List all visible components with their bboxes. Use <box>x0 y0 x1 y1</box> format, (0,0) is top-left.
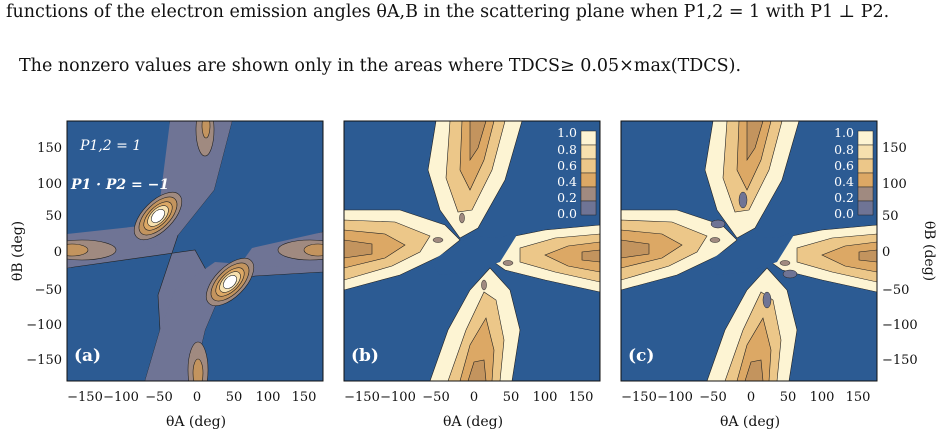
panel-c-contours <box>621 121 877 381</box>
panel-b-cbar-tick: 1.0 <box>557 125 577 140</box>
panel-c-frame <box>620 120 878 382</box>
panel-c-x-axis-label: θA (deg) <box>720 414 780 430</box>
x-tick-label: 50 <box>503 390 520 405</box>
panel-c-x-ticks: −150 −100 −50 0 50 100 150 <box>621 390 870 405</box>
x-tick-label: −50 <box>699 390 726 405</box>
panel-c-cbar-tick: 0.0 <box>834 206 854 221</box>
y-tick-label: −150 <box>26 353 62 368</box>
panel-b-label: (b) <box>351 346 379 366</box>
right-y-ticks: 150 100 50 0 −50 −100 −150 <box>882 141 918 368</box>
panel-a-label: (a) <box>74 346 101 366</box>
panel-c-cbar-tick: 0.4 <box>834 174 854 189</box>
panel-b-cbar-tick: 0.2 <box>557 190 577 205</box>
x-tick-label: 100 <box>810 390 835 405</box>
y-tick-label: 50 <box>882 209 899 224</box>
panel-a-inset-line-1: P1,2 = 1 <box>79 138 141 154</box>
panel-c-cbar-tick: 0.2 <box>834 190 854 205</box>
panel-c-cbar-tick: 0.6 <box>834 158 854 173</box>
x-tick-label: −50 <box>422 390 449 405</box>
x-tick-label: 150 <box>292 390 317 405</box>
y-tick-label: 150 <box>37 141 62 156</box>
panel-a-x-ticks: −150 −100 −50 0 50 100 150 <box>67 390 316 405</box>
y-tick-label: −100 <box>882 318 918 333</box>
x-tick-label: −100 <box>103 390 139 405</box>
y-tick-label: −100 <box>26 318 62 333</box>
x-tick-label: 0 <box>193 390 201 405</box>
panel-a-x-axis-label: θA (deg) <box>166 414 226 430</box>
x-tick-label: 50 <box>780 390 797 405</box>
panel-b-x-axis-label: θA (deg) <box>443 414 503 430</box>
left-y-axis-label: θB (deg) <box>10 221 26 281</box>
x-tick-label: −150 <box>621 390 657 405</box>
caption-line-1: functions of the electron emission angle… <box>6 2 890 22</box>
right-y-axis-label: θB (deg) <box>921 221 937 281</box>
panel-c-cbar-tick: 0.8 <box>834 142 854 157</box>
x-tick-label: 0 <box>470 390 478 405</box>
y-tick-label: 0 <box>54 245 62 260</box>
panel-b-cbar-tick: 0.6 <box>557 158 577 173</box>
panel-b-cbar-tick: 0.4 <box>557 174 577 189</box>
y-tick-label: −50 <box>882 283 909 298</box>
panel-a-inset-line-2: P1 · P2 = −1 <box>70 177 169 193</box>
panel-c-cbar-tick: 1.0 <box>834 125 854 140</box>
left-y-ticks: 150 100 50 0 −50 −100 −150 <box>26 141 62 368</box>
x-tick-label: 50 <box>226 390 243 405</box>
x-tick-label: −150 <box>344 390 380 405</box>
y-tick-label: 50 <box>45 209 62 224</box>
panel-a-contours <box>67 121 323 381</box>
panel-b-cbar-tick: 0.0 <box>557 206 577 221</box>
panel-c-label: (c) <box>628 346 654 366</box>
x-tick-label: −100 <box>380 390 416 405</box>
panel-b-x-ticks: −150 −100 −50 0 50 100 150 <box>344 390 593 405</box>
x-tick-label: −150 <box>67 390 103 405</box>
x-tick-label: 100 <box>256 390 281 405</box>
x-tick-label: 150 <box>569 390 594 405</box>
panel-b-colorbar: 1.0 0.8 0.6 0.4 0.2 0.0 <box>557 125 597 221</box>
panel-c: (c) 1.0 0.8 0.6 0.4 0.2 0.0 <box>620 120 878 382</box>
x-tick-label: −100 <box>657 390 693 405</box>
x-tick-label: 100 <box>533 390 558 405</box>
caption-line-2: The nonzero values are shown only in the… <box>19 56 742 76</box>
y-tick-label: 100 <box>882 177 907 192</box>
x-tick-label: 0 <box>747 390 755 405</box>
panel-b: (b) 1.0 0.8 0.6 0.4 0.2 0.0 <box>343 120 601 382</box>
y-tick-label: 100 <box>37 177 62 192</box>
panel-a: P1,2 = 1 P1 · P2 = −1 (a) <box>66 120 324 382</box>
y-tick-label: −50 <box>35 283 62 298</box>
y-tick-label: 150 <box>882 141 907 156</box>
panel-c-colorbar: 1.0 0.8 0.6 0.4 0.2 0.0 <box>834 125 874 221</box>
panel-a-frame <box>66 120 324 382</box>
panel-b-cbar-tick: 0.8 <box>557 142 577 157</box>
panel-b-contours <box>344 121 600 381</box>
panel-b-frame <box>343 120 601 382</box>
y-tick-label: 0 <box>882 245 890 260</box>
x-tick-label: 150 <box>846 390 871 405</box>
x-tick-label: −50 <box>145 390 172 405</box>
y-tick-label: −150 <box>882 353 918 368</box>
